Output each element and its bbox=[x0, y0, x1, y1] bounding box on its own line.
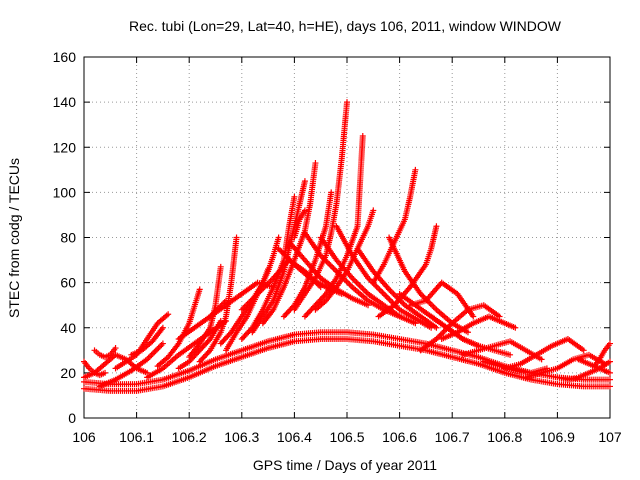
series-arc-18 bbox=[291, 99, 350, 313]
y-axis-label: STEC from codg / TECUs bbox=[6, 158, 22, 318]
data-point bbox=[470, 313, 477, 320]
series-arc-14 bbox=[238, 193, 298, 343]
x-tick-label: 106.6 bbox=[382, 429, 417, 445]
y-tick-label: 100 bbox=[53, 184, 77, 200]
y-tick-label: 120 bbox=[53, 139, 77, 155]
y-tick-label: 0 bbox=[68, 410, 76, 426]
series-arc-06 bbox=[128, 324, 166, 358]
x-tick-label: 106.3 bbox=[224, 429, 259, 445]
series-arc-32 bbox=[407, 279, 477, 320]
data-point bbox=[607, 340, 613, 347]
data-point bbox=[607, 358, 613, 365]
data-point bbox=[370, 207, 377, 214]
data-point bbox=[159, 340, 166, 347]
data-point bbox=[217, 263, 224, 270]
y-tick-label: 60 bbox=[60, 275, 76, 291]
grid-lines bbox=[84, 57, 610, 418]
data-point bbox=[607, 376, 613, 383]
x-tick-label: 107 bbox=[598, 429, 622, 445]
x-tick-label: 106.7 bbox=[435, 429, 470, 445]
series-arc-38 bbox=[501, 336, 587, 372]
data-point bbox=[291, 193, 298, 200]
data-point bbox=[359, 132, 366, 139]
series-arc-26 bbox=[333, 223, 435, 331]
data-point bbox=[312, 160, 319, 167]
x-tick-label: 106.1 bbox=[119, 429, 154, 445]
data-point bbox=[433, 324, 440, 331]
series-arc-03 bbox=[91, 345, 119, 361]
series-arc-33 bbox=[417, 302, 503, 354]
series-arc-16 bbox=[259, 160, 319, 327]
data-point bbox=[433, 223, 440, 230]
data-point bbox=[233, 234, 240, 241]
y-tick-label: 40 bbox=[60, 320, 76, 336]
y-tick-label: 20 bbox=[60, 365, 76, 381]
series-arc-25 bbox=[317, 234, 419, 327]
data-point bbox=[301, 207, 308, 214]
y-tick-label: 80 bbox=[60, 230, 76, 246]
series-arc-20 bbox=[312, 207, 377, 313]
x-tick-label: 106.2 bbox=[172, 429, 207, 445]
x-tick-label: 106.8 bbox=[487, 429, 522, 445]
series-arc-10 bbox=[186, 263, 224, 361]
series-baseline-1 bbox=[81, 336, 613, 394]
series-arc-04 bbox=[96, 340, 166, 390]
x-tick-label: 106.5 bbox=[329, 429, 364, 445]
data-point bbox=[412, 166, 419, 173]
data-point bbox=[165, 311, 172, 318]
x-tick-labels: 106 106.1 106.2 106.3 106.4 106.5 106.6 106.7 10… bbox=[72, 429, 622, 445]
series-arc-42 bbox=[591, 340, 613, 370]
x-tick-label: 106.9 bbox=[540, 429, 575, 445]
y-tick-label: 140 bbox=[53, 94, 77, 110]
data-point bbox=[607, 383, 613, 390]
y-tick-label: 160 bbox=[53, 49, 77, 65]
series-arc-09 bbox=[175, 317, 224, 372]
data-point bbox=[607, 369, 613, 376]
data-point bbox=[275, 234, 282, 241]
data-point bbox=[538, 356, 545, 363]
data-point bbox=[112, 345, 119, 352]
data-point bbox=[196, 286, 203, 293]
y-tick-labels: 0 20 40 60 80 100 120 140 160 bbox=[53, 49, 77, 426]
data-point bbox=[301, 178, 308, 185]
x-tick-label: 106 bbox=[72, 429, 96, 445]
series-arc-41 bbox=[575, 356, 613, 376]
series-arc-45 bbox=[175, 297, 230, 343]
chart-title: Rec. tubi (Lon=29, Lat=40, h=HE), days 1… bbox=[129, 18, 562, 34]
series-arc-28 bbox=[370, 166, 419, 286]
data-point bbox=[102, 369, 109, 376]
data-point bbox=[512, 324, 519, 331]
x-tick-label: 106.4 bbox=[277, 429, 312, 445]
data-point bbox=[344, 99, 350, 106]
x-axis-label: GPS time / Days of year 2011 bbox=[253, 457, 437, 473]
data-point bbox=[464, 329, 471, 336]
data-point bbox=[580, 347, 587, 354]
data-point bbox=[223, 297, 230, 304]
series-arc-02 bbox=[81, 351, 151, 381]
data-point bbox=[328, 189, 335, 196]
data-marks bbox=[81, 99, 613, 394]
series-arc-23 bbox=[286, 239, 372, 309]
series-arc-37 bbox=[480, 358, 550, 376]
series-arc-35 bbox=[438, 313, 519, 343]
data-point bbox=[159, 324, 166, 331]
series-arc-21 bbox=[291, 207, 308, 241]
data-point bbox=[317, 284, 324, 291]
data-point bbox=[507, 351, 514, 358]
axis-ticks bbox=[83, 56, 611, 419]
data-point bbox=[270, 284, 277, 291]
